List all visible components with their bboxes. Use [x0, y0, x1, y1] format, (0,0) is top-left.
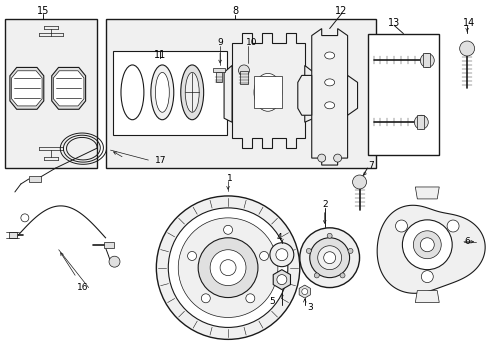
Text: 1: 1 [227, 174, 232, 183]
Circle shape [259, 252, 268, 260]
Circle shape [223, 225, 232, 234]
Text: 4: 4 [277, 233, 282, 242]
Bar [105, 19, 376, 168]
Circle shape [178, 218, 277, 318]
Circle shape [220, 260, 236, 276]
Polygon shape [376, 205, 484, 293]
Text: 16: 16 [77, 283, 88, 292]
Circle shape [187, 252, 196, 260]
Polygon shape [347, 75, 357, 115]
Ellipse shape [181, 65, 203, 120]
Circle shape [395, 220, 407, 232]
Circle shape [402, 220, 451, 270]
Circle shape [201, 294, 210, 303]
Ellipse shape [324, 52, 334, 59]
Circle shape [168, 208, 287, 328]
Bar [367, 33, 438, 155]
Circle shape [459, 41, 474, 56]
Circle shape [245, 294, 254, 303]
Circle shape [276, 275, 286, 285]
Polygon shape [232, 32, 304, 148]
Polygon shape [12, 71, 42, 106]
Circle shape [305, 248, 311, 253]
Circle shape [210, 250, 245, 285]
Bar [5, 19, 96, 168]
Polygon shape [224, 66, 232, 122]
Circle shape [309, 238, 349, 278]
Text: 8: 8 [231, 6, 238, 15]
Polygon shape [52, 67, 85, 109]
Circle shape [299, 228, 359, 288]
Polygon shape [10, 67, 44, 109]
Ellipse shape [151, 65, 173, 120]
Circle shape [420, 54, 433, 67]
Bar [216, 72, 222, 82]
Circle shape [446, 220, 458, 232]
Circle shape [333, 154, 341, 162]
Polygon shape [53, 71, 84, 106]
Text: 14: 14 [462, 18, 474, 28]
Text: 17: 17 [154, 156, 166, 165]
Circle shape [275, 249, 287, 261]
Ellipse shape [324, 79, 334, 86]
Circle shape [269, 243, 293, 267]
Circle shape [109, 256, 120, 267]
Circle shape [238, 65, 249, 76]
Circle shape [198, 238, 258, 298]
Polygon shape [414, 187, 438, 199]
Circle shape [413, 115, 427, 129]
Circle shape [420, 238, 433, 252]
Bar [213, 68, 224, 72]
Circle shape [156, 196, 299, 339]
Bar [112, 50, 226, 135]
Text: 3: 3 [306, 303, 312, 312]
Circle shape [314, 273, 319, 278]
Text: 9: 9 [217, 38, 223, 47]
Polygon shape [414, 291, 438, 302]
Text: 11: 11 [154, 50, 166, 60]
Text: 13: 13 [387, 18, 400, 28]
Circle shape [412, 231, 440, 259]
Ellipse shape [324, 102, 334, 109]
Bar [240, 71, 247, 84]
Ellipse shape [155, 72, 169, 112]
Text: 15: 15 [37, 6, 49, 15]
Bar [416, 115, 424, 129]
Text: 12: 12 [335, 6, 347, 15]
Ellipse shape [121, 65, 143, 120]
Circle shape [421, 271, 432, 283]
Bar [103, 242, 113, 248]
Bar [253, 76, 281, 108]
Bar [423, 54, 429, 67]
Polygon shape [297, 75, 311, 115]
Circle shape [326, 233, 331, 238]
Text: 7: 7 [368, 161, 374, 170]
Circle shape [317, 246, 341, 270]
Text: 5: 5 [268, 297, 274, 306]
Polygon shape [311, 28, 347, 165]
Circle shape [21, 214, 29, 222]
Circle shape [323, 252, 335, 264]
Circle shape [301, 289, 307, 294]
Ellipse shape [185, 72, 199, 112]
Bar [9, 232, 17, 238]
Circle shape [339, 273, 345, 278]
Circle shape [352, 175, 366, 189]
Polygon shape [304, 66, 313, 122]
Bar [29, 176, 41, 182]
Text: 2: 2 [321, 201, 327, 210]
Text: 6: 6 [463, 237, 469, 246]
Text: 10: 10 [246, 38, 257, 47]
Ellipse shape [253, 73, 281, 111]
Circle shape [347, 248, 352, 253]
Circle shape [317, 154, 325, 162]
